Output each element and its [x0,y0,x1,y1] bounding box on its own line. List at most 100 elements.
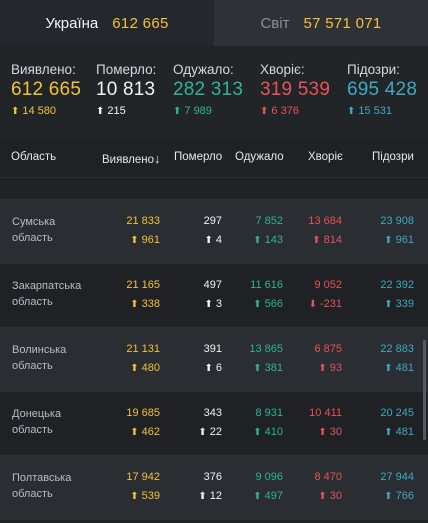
region-name: Сумська область [12,214,92,246]
region-name: Донецька область [12,406,92,438]
table-header: Область Виявлено↓ Померло Одужало Хворіє… [0,138,428,178]
cell-detected: 21 833 ⬆ 961 [126,215,160,246]
arrow-up-icon: ⬆ [130,427,139,438]
arrow-up-icon: ⬆ [253,299,262,310]
cell-sick-value: 6 875 [314,343,342,355]
cell-detected-value: 21 165 [126,279,160,291]
cell-died: 376 ⬆ 12 [198,471,222,502]
arrow-up-icon: ⬆ [204,235,213,246]
arrow-up-icon: ⬆ [96,106,105,117]
arrow-up-icon: ⬆ [384,427,393,438]
summary-detected-delta-value: 14 580 [22,105,57,117]
cell-recovered-delta: ⬆ 497 [253,490,283,502]
cell-suspected-delta: ⬆ 481 [380,362,414,374]
column-header-region[interactable]: Область [11,151,57,163]
cell-recovered-delta: ⬆ 143 [253,234,283,246]
cell-died-value: 343 [203,407,222,419]
cell-recovered: 7 852 ⬆ 143 [253,215,283,246]
region-name-line1: Волинська [12,344,67,356]
summary-sick-value: 319 539 [260,79,331,100]
summary-recovered-label: Одужало: [173,62,234,77]
cell-suspected-value: 22 392 [380,279,414,291]
cell-detected-delta: ⬆ 539 [126,490,160,502]
region-name-line2: область [12,488,53,500]
column-header-detected[interactable]: Виявлено↓ [102,151,161,166]
cell-died-delta-value: 4 [215,234,222,246]
cell-suspected-delta: ⬆ 766 [380,490,414,502]
summary-suspected: Підозри: 695 428 ⬆ 15 531 [347,62,417,117]
arrow-up-icon: ⬆ [260,106,269,117]
cell-sick-delta-value: 30 [329,490,342,502]
cell-died: 297 ⬆ 4 [204,215,222,246]
cell-sick-delta-value: 93 [329,362,342,374]
cell-sick-delta: ⬆ 30 [309,426,342,438]
tab-ukraine[interactable]: Україна 612 665 [0,0,214,46]
cell-detected: 19 685 ⬆ 462 [126,407,160,438]
cell-died-delta: ⬆ 6 [204,362,222,374]
cell-suspected-delta-value: 766 [395,490,414,502]
cell-detected: 17 942 ⬆ 539 [126,471,160,502]
column-header-died[interactable]: Померло [174,151,223,163]
region-name-line1: Донецька [12,408,62,420]
summary-recovered-value: 282 313 [173,79,244,100]
summary-suspected-label: Підозри: [347,62,400,77]
summary-sick-delta: ⬆ 6 376 [260,105,330,117]
arrow-up-icon: ⬆ [318,363,327,374]
cell-recovered-value: 8 931 [255,407,283,419]
arrow-up-icon: ⬆ [11,106,20,117]
cell-suspected-delta: ⬆ 481 [380,426,414,438]
summary-recovered-delta-value: 7 989 [184,105,212,117]
region-name-line2: область [12,296,53,308]
cell-detected: 21 165 ⬆ 338 [126,279,160,310]
cell-detected-delta-value: 539 [141,490,160,502]
cell-recovered-value: 7 852 [255,215,283,227]
cell-recovered-value: 9 096 [255,471,283,483]
region-name: Закарпатська область [12,278,92,310]
cell-suspected-delta: ⬆ 339 [380,298,414,310]
table-row[interactable]: Закарпатська область 21 165 ⬆ 338 497 ⬆ 3 11 616… [0,264,428,328]
tab-world-label: Світ [260,14,290,32]
arrow-up-icon: ⬆ [253,491,262,502]
region-name-line2: область [12,360,53,372]
cell-suspected-value: 20 245 [380,407,414,419]
column-header-recovered[interactable]: Одужало [235,151,284,163]
arrow-up-icon: ⬆ [253,427,262,438]
column-header-suspected[interactable]: Підозри [372,151,414,163]
cell-suspected: 22 392 ⬆ 339 [380,279,414,310]
cell-sick-value: 10 411 [309,407,342,419]
arrow-up-icon: ⬆ [318,491,327,502]
cell-detected-delta-value: 961 [141,234,160,246]
cell-suspected-value: 22 883 [380,343,414,355]
summary-suspected-delta-value: 15 531 [358,105,393,117]
arrow-up-icon: ⬆ [198,491,207,502]
table-row[interactable]: Сумська область 21 833 ⬆ 961 297 ⬆ 4 7 852 ⬆ 143 13… [0,200,428,264]
cell-detected-delta-value: 462 [141,426,160,438]
tab-world[interactable]: Світ 57 571 071 [214,0,428,46]
table-row[interactable]: Донецька область 19 685 ⬆ 462 343 ⬆ 22 8 931 ⬆ 410… [0,392,428,456]
cell-recovered: 8 931 ⬆ 410 [253,407,283,438]
summary-died-delta: ⬆ 215 [96,105,156,117]
scrollbar[interactable] [423,340,426,440]
cell-suspected-value: 23 908 [380,215,414,227]
region-name-line1: Сумська [12,216,56,228]
summary-detected: Виявлено: 612 665 ⬆ 14 580 [11,62,81,117]
cell-recovered-delta-value: 143 [264,234,283,246]
cell-died-delta-value: 12 [209,490,222,502]
cell-died-delta-value: 3 [215,298,222,310]
table-row[interactable]: Волинська область 21 131 ⬆ 480 391 ⬆ 6 13 865 ⬆ 38… [0,328,428,392]
column-header-sick[interactable]: Хворіє [308,151,343,163]
arrow-up-icon: ⬆ [130,491,139,502]
summary-sick: Хворіє: 319 539 ⬆ 6 376 [260,62,330,117]
arrow-up-icon: ⬆ [130,235,139,246]
summary-recovered: Одужало: 282 313 ⬆ 7 989 [173,62,243,117]
region-name-line1: Закарпатська [12,280,82,292]
cell-recovered-delta-value: 566 [264,298,283,310]
cell-detected-delta: ⬆ 338 [126,298,160,310]
summary-suspected-value: 695 428 [347,79,418,100]
arrow-up-icon: ⬆ [253,235,262,246]
cell-died-value: 497 [203,279,222,291]
cell-recovered-delta-value: 410 [264,426,283,438]
cell-sick: 8 470 ⬆ 30 [314,471,342,502]
cell-suspected-delta-value: 481 [395,362,414,374]
table-row[interactable]: Полтавська область 17 942 ⬆ 539 376 ⬆ 12 9 096 ⬆ 4… [0,456,428,520]
